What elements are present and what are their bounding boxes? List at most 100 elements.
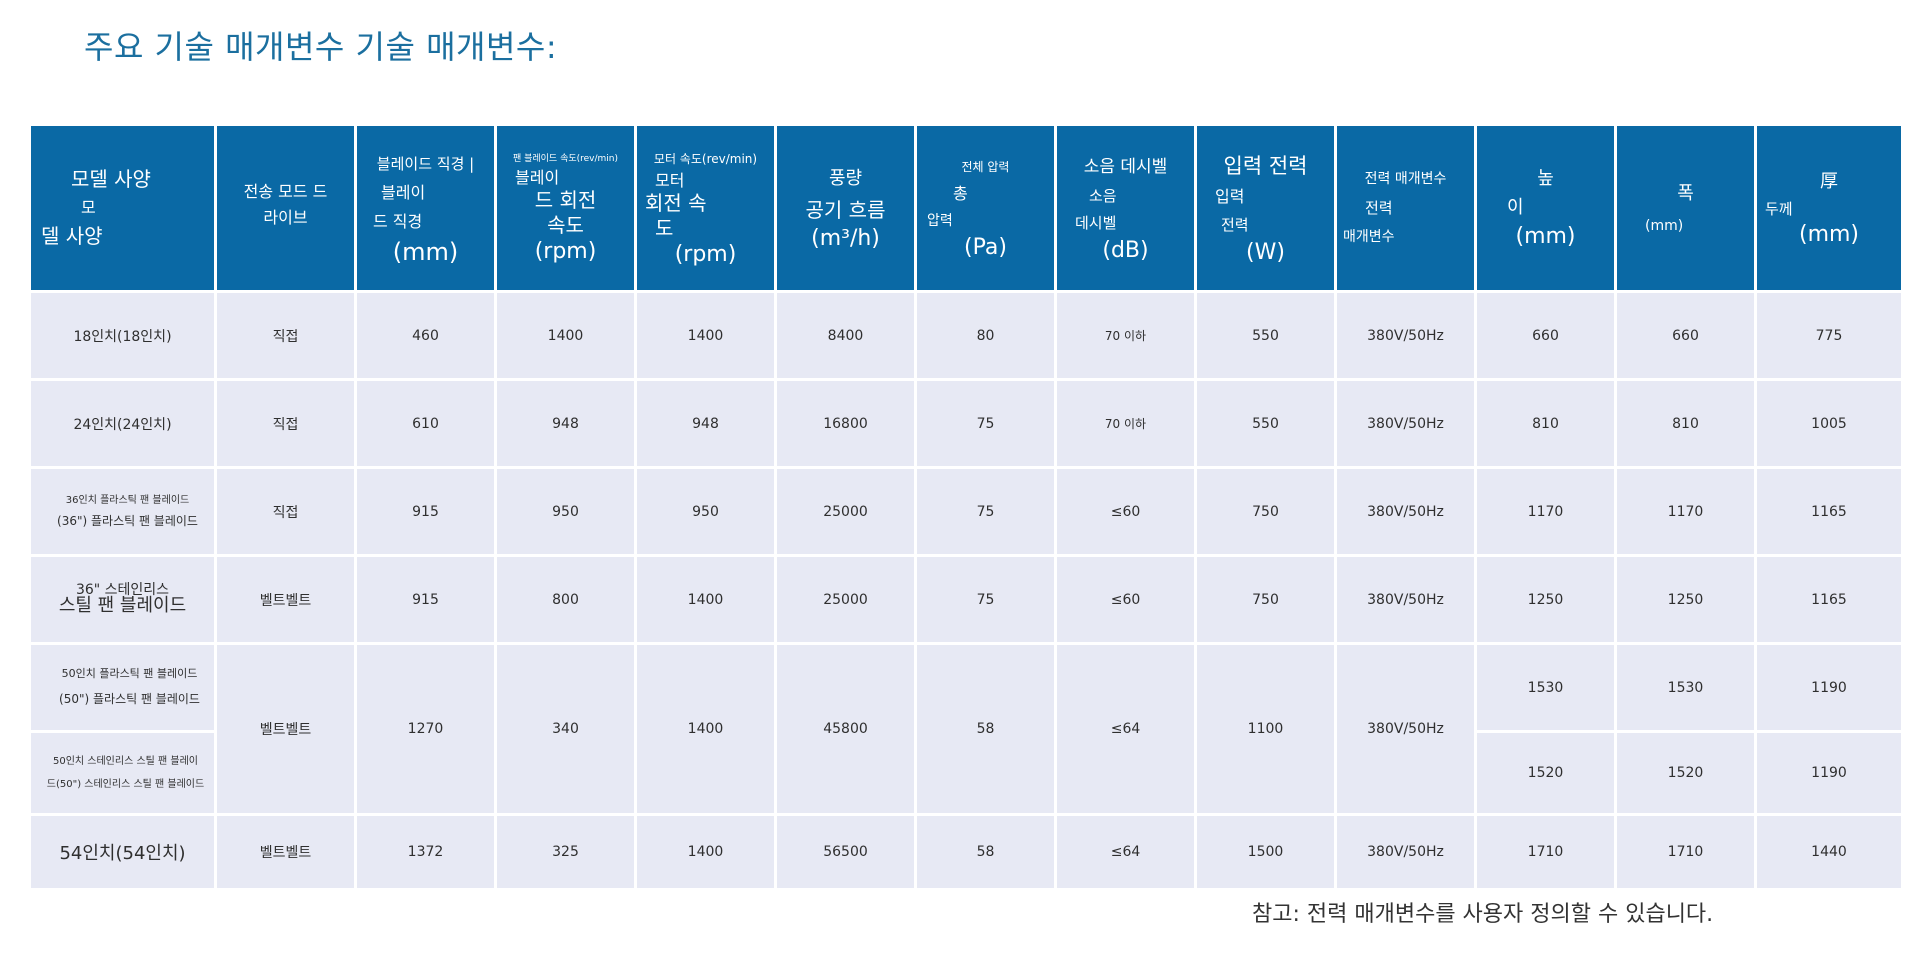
width-cell: 1710 bbox=[1617, 816, 1754, 888]
pressure-cell: 75 bbox=[917, 381, 1054, 466]
thickness-cell: 1165 bbox=[1757, 469, 1901, 554]
motor-speed-cell: 1400 bbox=[637, 816, 774, 888]
width-cell: 1170 bbox=[1617, 469, 1754, 554]
noise-cell: 70 이하 bbox=[1057, 381, 1194, 466]
header-drive: 전송 모드 드 라이브 bbox=[217, 126, 354, 290]
header-power-param: 전력 매개변수 전력 매개변수 bbox=[1337, 126, 1474, 290]
footnote: 참고: 전력 매개변수를 사용자 정의할 수 있습니다. bbox=[1252, 902, 1714, 927]
blade-speed-cell: 800 bbox=[497, 557, 634, 642]
power-param-cell: 380V/50Hz bbox=[1337, 469, 1474, 554]
header-model: 모델 사양 모 델 사양 bbox=[31, 126, 214, 290]
power-param-cell: 380V/50Hz bbox=[1337, 293, 1474, 378]
thickness-cell: 1440 bbox=[1757, 816, 1901, 888]
drive-cell: 직접 bbox=[217, 469, 354, 554]
thickness-cell: 1190 bbox=[1757, 733, 1901, 813]
thickness-cell: 1165 bbox=[1757, 557, 1901, 642]
model-cell: 50인치 스테인리스 스틸 팬 블레이 드(50") 스테인리스 스틸 팬 블레… bbox=[31, 733, 214, 813]
motor-speed-cell: 950 bbox=[637, 469, 774, 554]
table-row: 36인치 플라스틱 팬 블레이드 (36") 플라스틱 팬 블레이드 직접 91… bbox=[31, 469, 1901, 554]
input-power-cell: 750 bbox=[1197, 557, 1334, 642]
model-cell: 36인치 플라스틱 팬 블레이드 (36") 플라스틱 팬 블레이드 bbox=[31, 469, 214, 554]
motor-speed-cell: 1400 bbox=[637, 557, 774, 642]
power-param-cell: 380V/50Hz bbox=[1337, 645, 1474, 813]
table-row: 50인치 스테인리스 스틸 팬 블레이 드(50") 스테인리스 스틸 팬 블레… bbox=[31, 733, 1901, 813]
model-cell: 36" 스테인리스 스틸 팬 블레이드 bbox=[31, 557, 214, 642]
height-cell: 660 bbox=[1477, 293, 1614, 378]
height-cell: 810 bbox=[1477, 381, 1614, 466]
width-cell: 810 bbox=[1617, 381, 1754, 466]
motor-speed-cell: 1400 bbox=[637, 293, 774, 378]
blade-speed-cell: 325 bbox=[497, 816, 634, 888]
table-row: 18인치(18인치) 직접 460 1400 1400 8400 80 70 이… bbox=[31, 293, 1901, 378]
header-pressure: 전체 압력 총 압력 (Pa) bbox=[917, 126, 1054, 290]
table-row: 36" 스테인리스 스틸 팬 블레이드 벨트벨트 915 800 1400 25… bbox=[31, 557, 1901, 642]
motor-speed-cell: 1400 bbox=[637, 645, 774, 813]
airflow-cell: 45800 bbox=[777, 645, 914, 813]
pressure-cell: 75 bbox=[917, 557, 1054, 642]
table-row: 54인치(54인치) 벨트벨트 1372 325 1400 56500 58 ≤… bbox=[31, 816, 1901, 888]
table-row: 50인치 플라스틱 팬 블레이드 (50") 플라스틱 팬 블레이드 벨트벨트 … bbox=[31, 645, 1901, 813]
table-row: 24인치(24인치) 직접 610 948 948 16800 75 70 이하… bbox=[31, 381, 1901, 466]
blade-speed-cell: 950 bbox=[497, 469, 634, 554]
header-thickness: 厚 두께 (mm) bbox=[1757, 126, 1901, 290]
noise-cell: ≤64 bbox=[1057, 645, 1194, 813]
power-param-cell: 380V/50Hz bbox=[1337, 557, 1474, 642]
header-blade-speed: 팬 블레이드 속도(rev/min) 블레이 드 회전 속도 (rpm) bbox=[497, 126, 634, 290]
spec-table: 모델 사양 모 델 사양 전송 모드 드 라이브 블레이드 직경 | 블레이 드… bbox=[28, 123, 1904, 891]
page-title: 주요 기술 매개변수 기술 매개변수: bbox=[84, 28, 558, 66]
height-cell: 1710 bbox=[1477, 816, 1614, 888]
input-power-cell: 750 bbox=[1197, 469, 1334, 554]
height-cell: 1170 bbox=[1477, 469, 1614, 554]
table-header-row: 모델 사양 모 델 사양 전송 모드 드 라이브 블레이드 직경 | 블레이 드… bbox=[31, 126, 1901, 290]
power-param-cell: 380V/50Hz bbox=[1337, 816, 1474, 888]
airflow-cell: 8400 bbox=[777, 293, 914, 378]
header-airflow: 풍량 공기 흐름 (m³/h) bbox=[777, 126, 914, 290]
model-cell: 24인치(24인치) bbox=[31, 381, 214, 466]
header-height: 높 이 (mm) bbox=[1477, 126, 1614, 290]
drive-cell: 직접 bbox=[217, 381, 354, 466]
power-param-cell: 380V/50Hz bbox=[1337, 381, 1474, 466]
width-cell: 1250 bbox=[1617, 557, 1754, 642]
airflow-cell: 56500 bbox=[777, 816, 914, 888]
blade-diameter-cell: 915 bbox=[357, 469, 494, 554]
width-cell: 660 bbox=[1617, 293, 1754, 378]
motor-speed-cell: 948 bbox=[637, 381, 774, 466]
thickness-cell: 1190 bbox=[1757, 645, 1901, 730]
header-input-power: 입력 전력 입력 전력 (W) bbox=[1197, 126, 1334, 290]
header-motor-speed: 모터 속도(rev/min) 모터 회전 속 도 (rpm) bbox=[637, 126, 774, 290]
drive-cell: 직접 bbox=[217, 293, 354, 378]
drive-cell: 벨트벨트 bbox=[217, 557, 354, 642]
noise-cell: ≤60 bbox=[1057, 557, 1194, 642]
airflow-cell: 25000 bbox=[777, 469, 914, 554]
blade-speed-cell: 948 bbox=[497, 381, 634, 466]
noise-cell: ≤60 bbox=[1057, 469, 1194, 554]
blade-diameter-cell: 610 bbox=[357, 381, 494, 466]
width-cell: 1530 bbox=[1617, 645, 1754, 730]
model-cell: 50인치 플라스틱 팬 블레이드 (50") 플라스틱 팬 블레이드 bbox=[31, 645, 214, 730]
blade-speed-cell: 1400 bbox=[497, 293, 634, 378]
airflow-cell: 16800 bbox=[777, 381, 914, 466]
width-cell: 1520 bbox=[1617, 733, 1754, 813]
input-power-cell: 550 bbox=[1197, 381, 1334, 466]
thickness-cell: 1005 bbox=[1757, 381, 1901, 466]
airflow-cell: 25000 bbox=[777, 557, 914, 642]
input-power-cell: 1100 bbox=[1197, 645, 1334, 813]
height-cell: 1250 bbox=[1477, 557, 1614, 642]
blade-speed-cell: 340 bbox=[497, 645, 634, 813]
noise-cell: ≤64 bbox=[1057, 816, 1194, 888]
drive-cell: 벨트벨트 bbox=[217, 816, 354, 888]
header-blade-diameter: 블레이드 직경 | 블레이 드 직경 (mm) bbox=[357, 126, 494, 290]
drive-cell: 벨트벨트 bbox=[217, 645, 354, 813]
height-cell: 1520 bbox=[1477, 733, 1614, 813]
pressure-cell: 58 bbox=[917, 816, 1054, 888]
blade-diameter-cell: 460 bbox=[357, 293, 494, 378]
pressure-cell: 75 bbox=[917, 469, 1054, 554]
thickness-cell: 775 bbox=[1757, 293, 1901, 378]
blade-diameter-cell: 1372 bbox=[357, 816, 494, 888]
model-cell: 18인치(18인치) bbox=[31, 293, 214, 378]
input-power-cell: 550 bbox=[1197, 293, 1334, 378]
blade-diameter-cell: 1270 bbox=[357, 645, 494, 813]
header-noise: 소음 데시벨 소음 데시벨 (dB) bbox=[1057, 126, 1194, 290]
pressure-cell: 80 bbox=[917, 293, 1054, 378]
header-width: 폭 (mm) bbox=[1617, 126, 1754, 290]
